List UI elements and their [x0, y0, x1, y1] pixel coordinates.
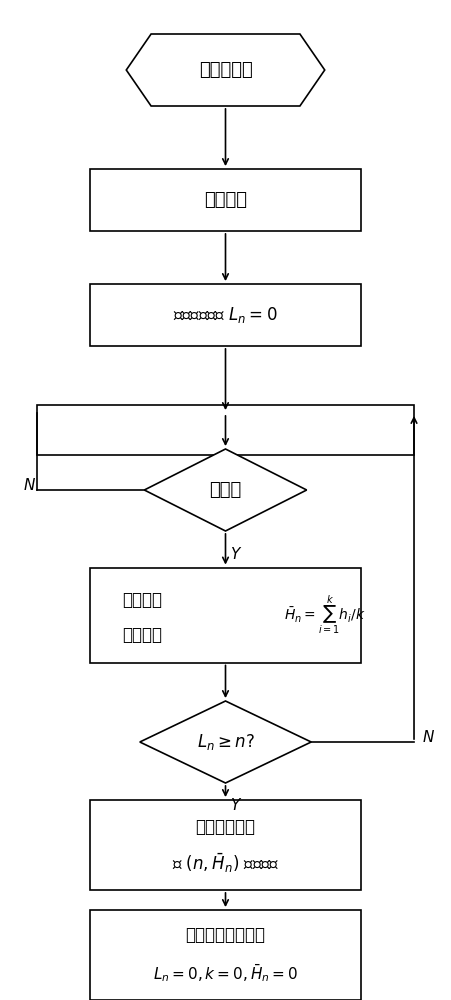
Text: N: N	[23, 478, 35, 492]
Bar	[90, 169, 361, 231]
Text: 均值处理: 均值处理	[122, 626, 162, 644]
Text: $L_n \geq n?$: $L_n \geq n?$	[197, 732, 254, 752]
Text: Y: Y	[230, 547, 239, 562]
Bar	[37, 405, 414, 455]
Polygon shape	[144, 449, 307, 531]
Text: 堆栈清零: 堆栈清零	[204, 191, 247, 209]
Text: $L_n=0, k=0, \bar{H}_n=0$: $L_n=0, k=0, \bar{H}_n=0$	[153, 962, 298, 984]
Bar	[90, 568, 361, 662]
Text: 辨识精度进程 $L_n=0$: 辨识精度进程 $L_n=0$	[173, 305, 278, 325]
Polygon shape	[126, 34, 325, 106]
Text: 堆栈数据更新: 堆栈数据更新	[195, 818, 256, 836]
Text: 穿带，切头: 穿带，切头	[198, 61, 253, 79]
Bar	[90, 910, 361, 1000]
Text: 送带？: 送带？	[209, 481, 242, 499]
Text: $\bar{H}_n=\sum_{i=1}^{k}h_i/k$: $\bar{H}_n=\sum_{i=1}^{k}h_i/k$	[284, 593, 366, 637]
Text: Y: Y	[230, 798, 239, 813]
Text: 厚度采样: 厚度采样	[122, 591, 162, 609]
Bar	[90, 284, 361, 346]
Bar	[90, 800, 361, 890]
Text: N: N	[423, 730, 434, 744]
Text: 辨识精度进程清零: 辨识精度进程清零	[185, 926, 266, 944]
Polygon shape	[140, 701, 311, 783]
Text: 将 $(n,\bar{H}_n)$ 送入堆栈: 将 $(n,\bar{H}_n)$ 送入堆栈	[172, 851, 279, 875]
